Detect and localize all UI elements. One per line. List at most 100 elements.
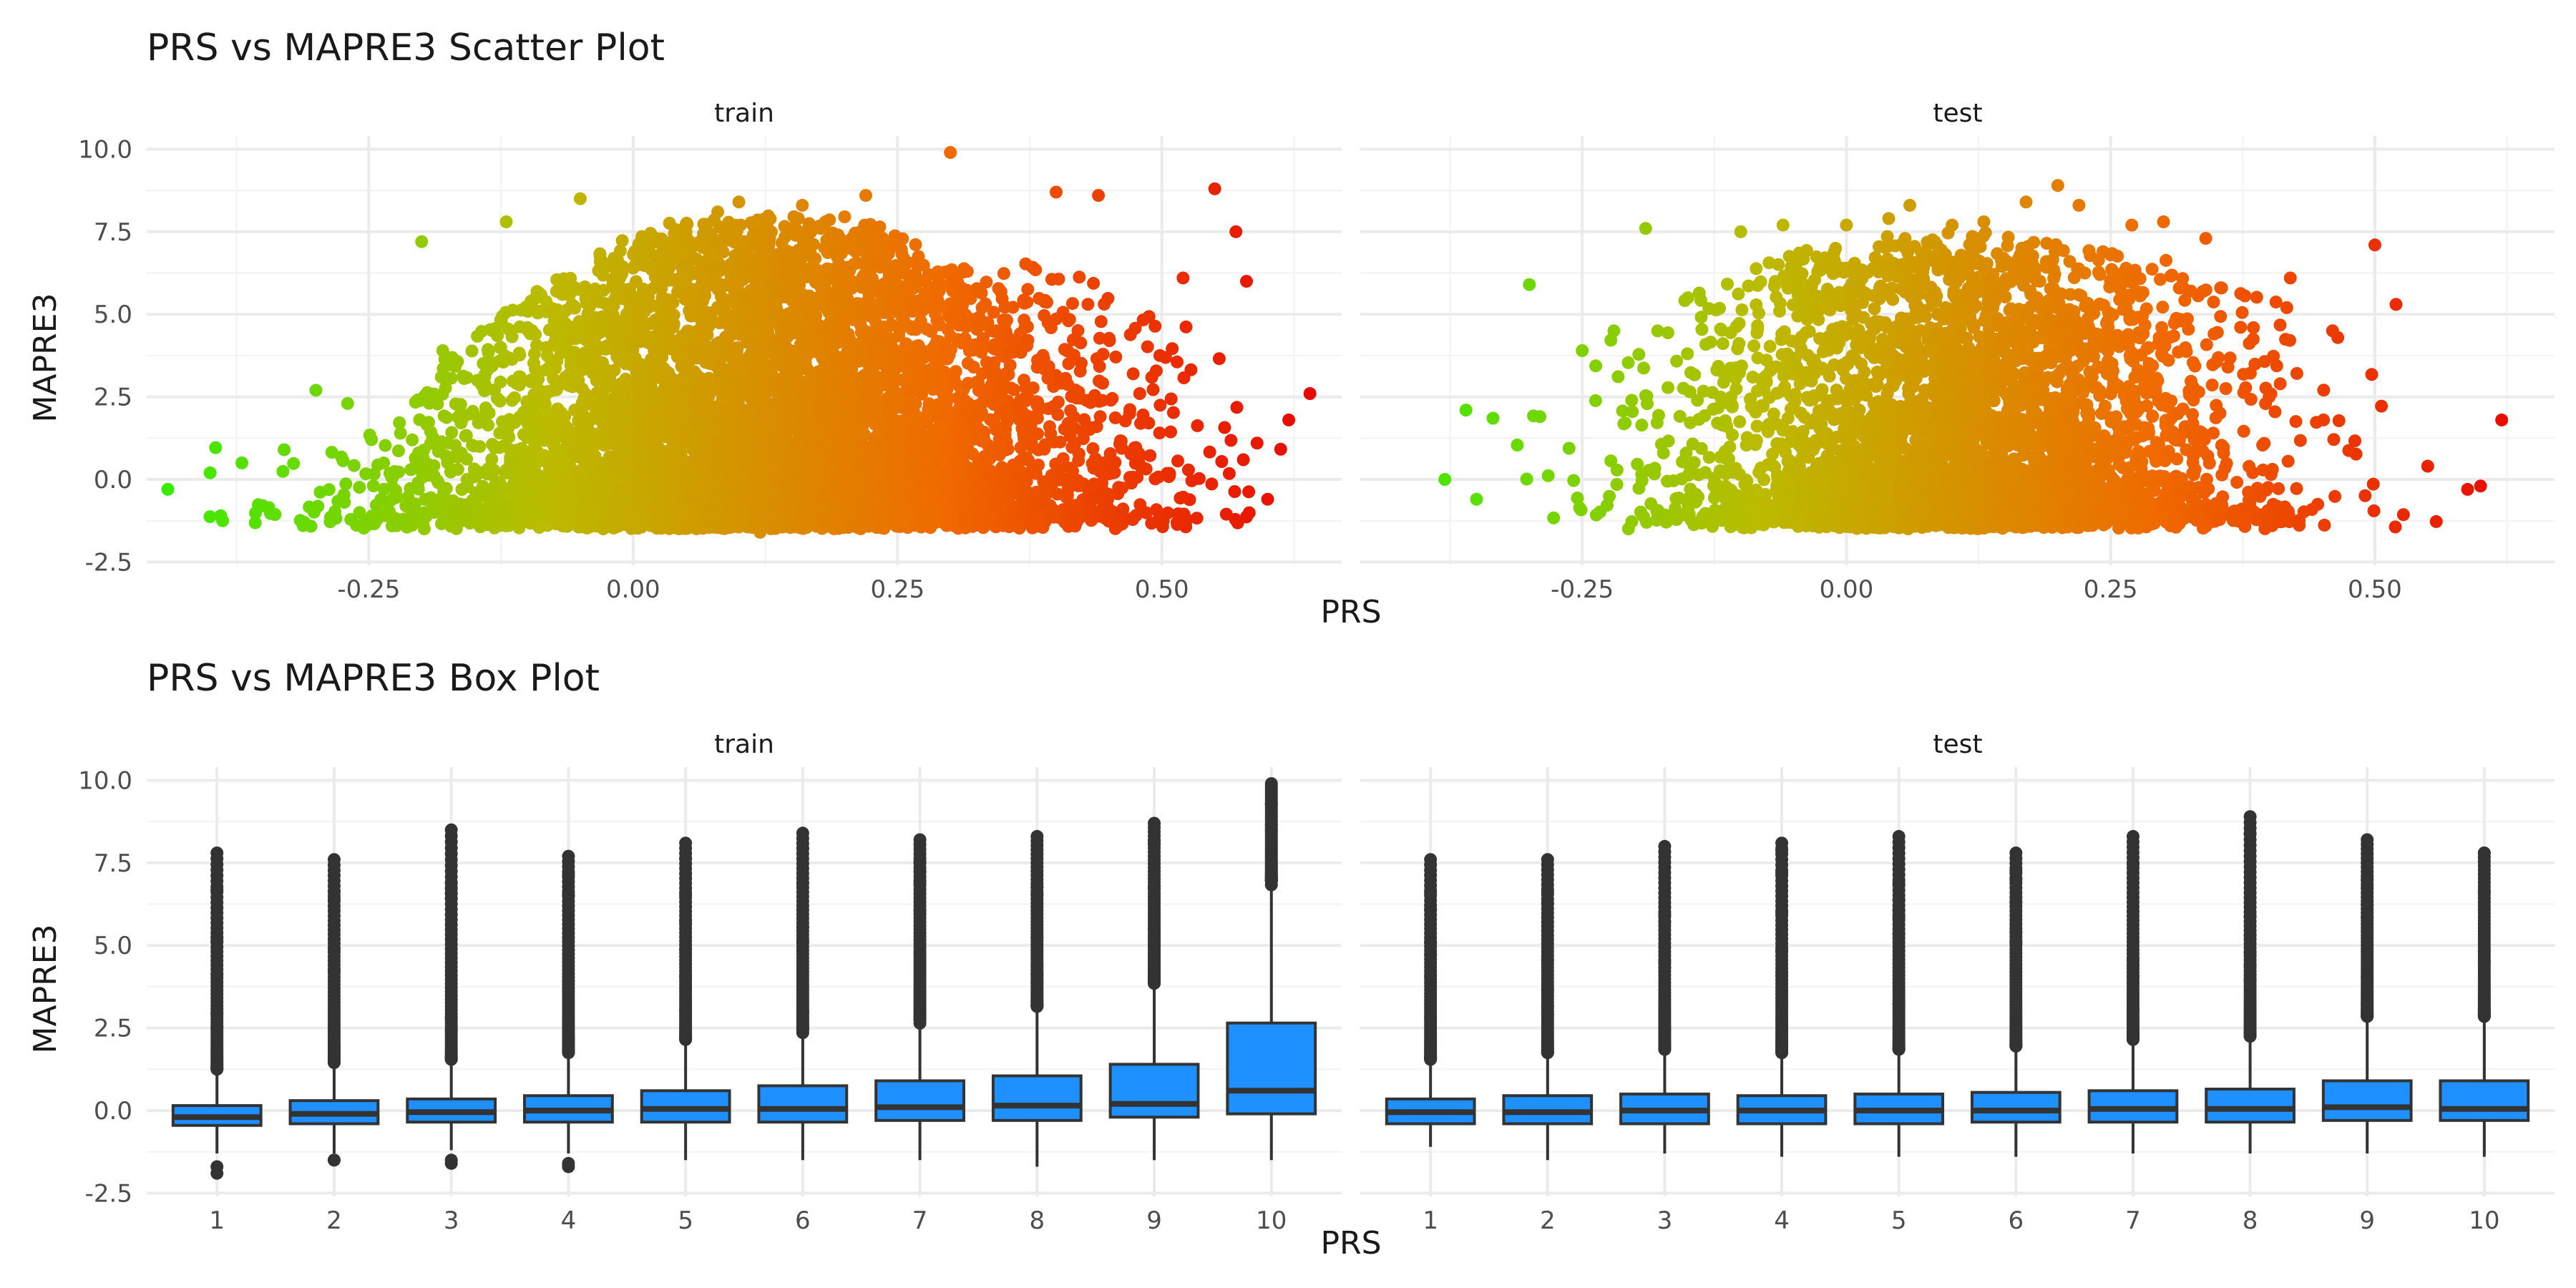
x-tick-label: -0.25 (337, 575, 400, 604)
scatter-point (896, 232, 909, 245)
scatter-point (367, 467, 381, 481)
scatter-point (1060, 489, 1074, 502)
scatter-point (1086, 442, 1100, 455)
scatter-point (268, 508, 282, 521)
scatter-point (1126, 513, 1139, 527)
scatter-point (1231, 516, 1244, 530)
scatter-point (1215, 455, 1229, 468)
scatter-point (1085, 457, 1099, 470)
scatter-point (527, 356, 540, 370)
y-tick-label: 10.0 (78, 135, 132, 164)
scatter-point (992, 282, 1005, 296)
scatter-point (1153, 426, 1166, 440)
scatter-point (540, 364, 552, 377)
scatter-point (1181, 463, 1195, 477)
scatter-point (1093, 360, 1106, 373)
scatter-point (905, 385, 919, 399)
scatter-point (471, 374, 484, 387)
scatter-point (1177, 371, 1191, 384)
scatter-point (1190, 512, 1204, 525)
scatter-point (1191, 419, 1204, 432)
scatter-point (339, 477, 353, 491)
scatter-point (363, 429, 376, 441)
scatter-point (385, 519, 399, 532)
scatter-point (209, 441, 223, 454)
scatter-point (909, 267, 922, 280)
scatter-point (551, 402, 565, 416)
scatter-strip-train: train (714, 99, 774, 128)
scatter-point (557, 272, 571, 286)
scatter-point (655, 281, 668, 295)
scatter-point (1242, 485, 1256, 499)
scatter-point (488, 441, 502, 454)
scatter-point (437, 409, 451, 423)
scatter-point (1008, 383, 1021, 396)
scatter-point (1126, 367, 1140, 381)
scatter-point (451, 463, 464, 476)
scatter-point (1212, 352, 1226, 366)
scatter-point (910, 322, 924, 335)
scatter-point (644, 227, 658, 240)
scatter-point (406, 433, 419, 447)
scatter-panel-train: -0.25 0.00 0.25 0.50 -2.5 0.0 2.5 5.0 7.5 10.0 (78, 135, 1342, 604)
scatter-point (909, 238, 922, 251)
scatter-point (1164, 392, 1178, 406)
scatter-point (1109, 350, 1123, 364)
scatter-point (1045, 273, 1058, 286)
scatter-point (1087, 276, 1101, 290)
scatter-point (538, 388, 552, 401)
scatter-point (970, 342, 984, 356)
scatter-point (1018, 313, 1031, 327)
scatter-point (590, 374, 603, 387)
y-tick-label: 5.0 (94, 301, 132, 329)
scatter-point (1093, 331, 1106, 345)
scatter-point (997, 267, 1010, 280)
scatter-point (512, 346, 526, 360)
scatter-point (1230, 401, 1244, 414)
scatter-point (1166, 406, 1180, 419)
scatter-point (1108, 456, 1122, 469)
scatter-point (547, 372, 560, 386)
scatter-point (838, 210, 852, 223)
scatter-point (530, 338, 543, 352)
scatter-point (347, 459, 361, 472)
scatter-point (1203, 445, 1216, 459)
x-tick-label: 0.50 (1135, 575, 1189, 604)
scatter-point (1153, 399, 1167, 412)
scatter-point (1218, 421, 1231, 434)
scatter-point (895, 248, 909, 260)
scatter-point (1065, 297, 1079, 311)
scatter-point (1021, 283, 1035, 296)
scatter-point (1146, 383, 1160, 396)
scatter-point (1219, 507, 1233, 521)
scatter-point (457, 372, 471, 385)
scatter-point (980, 275, 993, 289)
scatter-point (1096, 348, 1110, 361)
scatter-point (276, 464, 290, 478)
scatter-point (325, 446, 338, 459)
scatter-point (459, 429, 472, 443)
y-tick-label: -2.5 (85, 548, 132, 577)
scatter-point (366, 479, 380, 492)
scatter-cloud (203, 209, 1287, 536)
scatter-point (393, 416, 406, 429)
scatter-point (465, 344, 479, 358)
scatter-point (967, 361, 980, 374)
x-tick-label: 0.00 (606, 575, 660, 604)
x-tick-label: 0.25 (870, 575, 924, 604)
scatter-point (1136, 408, 1150, 421)
scatter-point (1093, 410, 1107, 424)
scatter-point (1205, 477, 1219, 491)
scatter-point (1228, 485, 1241, 498)
scatter-point (1058, 343, 1071, 356)
y-tick-label: 7.5 (94, 218, 132, 247)
scatter-strip-test: test (1933, 99, 1982, 128)
y-tick-label: 0.0 (94, 466, 132, 494)
scatter-point (494, 375, 507, 389)
scatter-point (1094, 315, 1108, 328)
scatter-point (1018, 296, 1032, 308)
scatter-point (1063, 313, 1076, 326)
scatter-point (1081, 298, 1095, 311)
y-tick-label: 2.5 (94, 384, 132, 412)
